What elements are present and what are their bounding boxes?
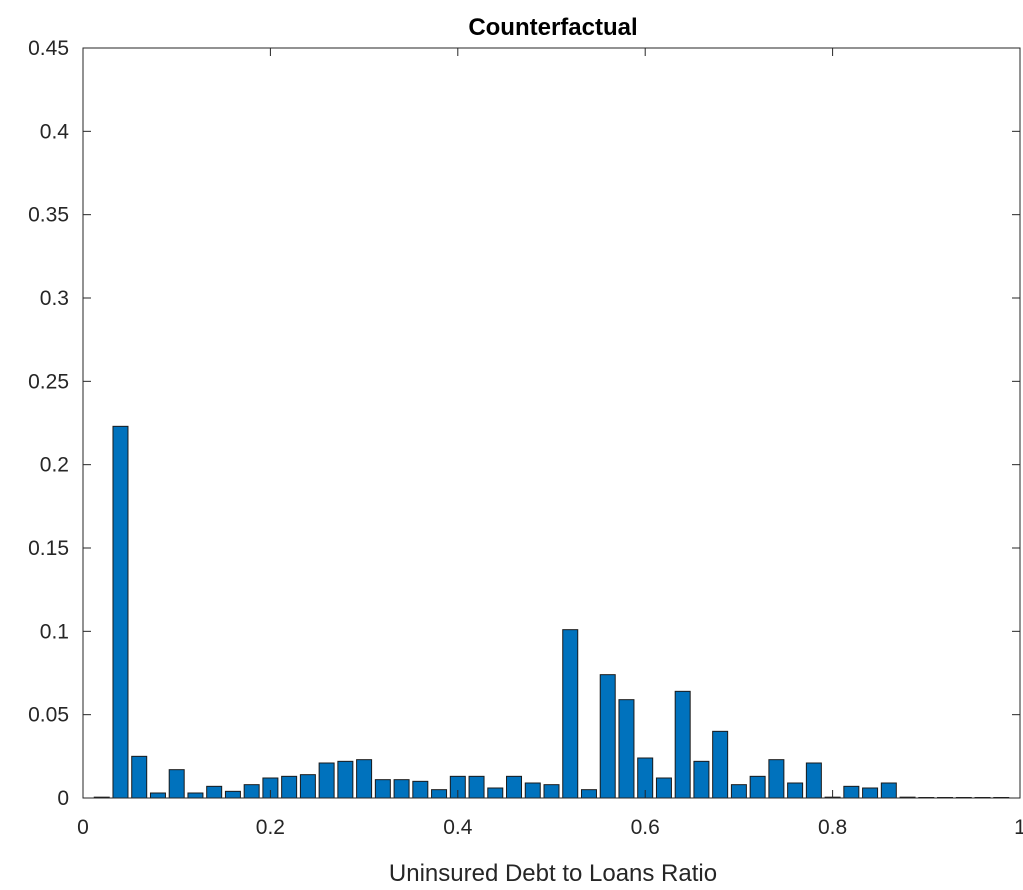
histogram-bar bbox=[149, 792, 166, 799]
histogram-bar bbox=[168, 769, 185, 799]
histogram-bar bbox=[543, 784, 560, 799]
histogram-bar bbox=[862, 787, 879, 799]
x-tick-label: 0 bbox=[77, 816, 89, 839]
histogram-bar bbox=[412, 780, 429, 799]
y-tick-label: 0 bbox=[57, 787, 69, 810]
histogram-bar bbox=[749, 775, 766, 799]
histogram-bar bbox=[524, 782, 541, 799]
histogram-bar bbox=[768, 759, 785, 799]
x-axis-ticks: 0 0.2 0.4 0.6 0.8 1 bbox=[77, 48, 1023, 839]
histogram-bar bbox=[224, 790, 241, 799]
histogram-bar bbox=[487, 787, 504, 799]
y-tick-label: 0.45 bbox=[28, 37, 69, 60]
histogram-bar bbox=[299, 774, 316, 799]
axes-box bbox=[82, 47, 1021, 799]
y-tick-label: 0.05 bbox=[28, 704, 69, 727]
histogram-bar bbox=[468, 775, 485, 799]
x-tick-label: 0.6 bbox=[631, 816, 660, 839]
histogram-bar bbox=[374, 779, 391, 799]
x-axis-label: Uninsured Debt to Loans Ratio bbox=[389, 860, 717, 887]
histogram-bar bbox=[187, 792, 204, 799]
histogram-bar bbox=[206, 785, 223, 799]
histogram-bar bbox=[712, 730, 729, 799]
y-tick-label: 0.4 bbox=[40, 120, 70, 143]
y-tick-label: 0.1 bbox=[40, 620, 69, 643]
histogram-bar bbox=[131, 755, 148, 799]
axes-group bbox=[82, 47, 1021, 799]
histogram-bar bbox=[805, 762, 822, 799]
histogram-bar bbox=[843, 785, 860, 799]
histogram-bar bbox=[318, 762, 335, 799]
histogram-bar bbox=[337, 760, 354, 799]
y-tick-label: 0.25 bbox=[28, 370, 69, 393]
histogram-bar bbox=[655, 777, 672, 799]
histogram-bar bbox=[431, 789, 448, 799]
histogram-bar bbox=[787, 782, 804, 799]
y-tick-label: 0.15 bbox=[28, 537, 69, 560]
x-tick-label: 1 bbox=[1014, 816, 1023, 839]
histogram-bar bbox=[674, 690, 691, 799]
x-tick-label: 0.8 bbox=[818, 816, 847, 839]
histogram-bar bbox=[281, 775, 298, 799]
bars-group bbox=[93, 425, 1010, 799]
histogram-bar bbox=[243, 784, 260, 799]
histogram-bar bbox=[112, 425, 129, 799]
histogram-bar bbox=[880, 782, 897, 799]
x-tick-label: 0.4 bbox=[443, 816, 473, 839]
y-tick-label: 0.2 bbox=[40, 454, 69, 477]
histogram-bar bbox=[730, 784, 747, 799]
histogram-bar bbox=[693, 760, 710, 799]
histogram-bar bbox=[599, 674, 616, 799]
y-axis-ticks: 0 0.05 0.1 0.15 0.2 0.25 0.3 0.35 0.4 0.45 bbox=[28, 37, 1020, 810]
histogram-bar bbox=[580, 789, 597, 799]
y-tick-label: 0.35 bbox=[28, 204, 69, 227]
histogram-bar bbox=[393, 779, 410, 799]
histogram-bar bbox=[356, 759, 373, 799]
y-tick-label: 0.3 bbox=[40, 287, 69, 310]
histogram-bar bbox=[506, 775, 523, 799]
x-tick-label: 0.2 bbox=[256, 816, 285, 839]
histogram-bar bbox=[618, 699, 635, 799]
histogram-bar bbox=[562, 629, 579, 799]
chart-title: Counterfactual bbox=[468, 14, 637, 41]
